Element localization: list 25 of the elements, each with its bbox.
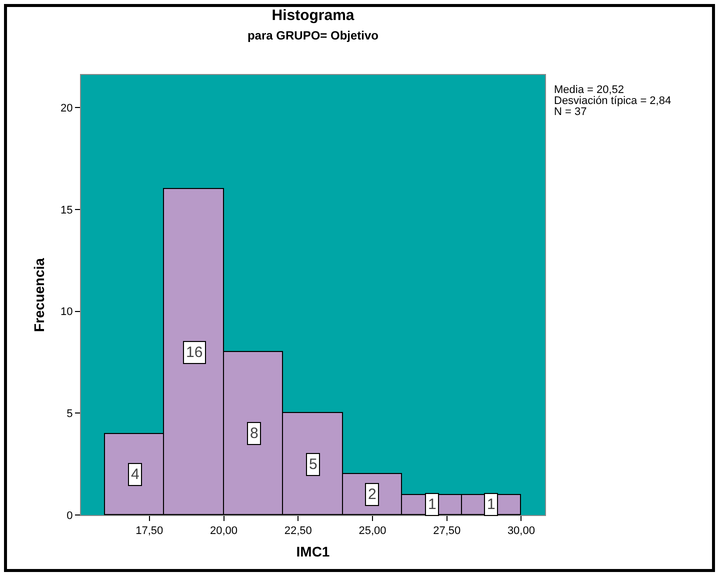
x-axis-title: IMC1 [296, 544, 330, 560]
x-tick-label: 30,00 [507, 525, 535, 538]
x-tick-label: 25,00 [358, 525, 386, 538]
text: N = 37 [554, 106, 587, 118]
y-tick-label: 5 [66, 408, 73, 420]
chart-subtitle: para GRUPO= Objetivo [247, 28, 379, 43]
x-tick-label: 27,50 [433, 525, 461, 538]
chart-title: Histograma [272, 7, 355, 24]
y-tick-label: 20 [60, 102, 73, 114]
y-tick-label: 0 [66, 510, 73, 522]
data-label: 1 [487, 496, 496, 513]
data-label: 4 [131, 466, 140, 483]
data-label: 16 [186, 344, 203, 361]
x-tick-label: 17,50 [136, 525, 164, 538]
text: Media = 20,52 [554, 84, 624, 96]
x-tick-label: 22,50 [284, 525, 312, 538]
y-tick-label: 15 [60, 204, 73, 216]
data-label: 5 [309, 456, 318, 473]
data-label: 2 [368, 486, 376, 503]
data-label: 1 [428, 496, 436, 513]
x-tick-label: 20,00 [210, 525, 238, 538]
data-label: 8 [250, 425, 258, 442]
y-axis-title: Frecuencia [31, 258, 48, 332]
text: Desviación típica = 2,84 [554, 95, 672, 107]
y-tick-label: 10 [60, 306, 73, 318]
